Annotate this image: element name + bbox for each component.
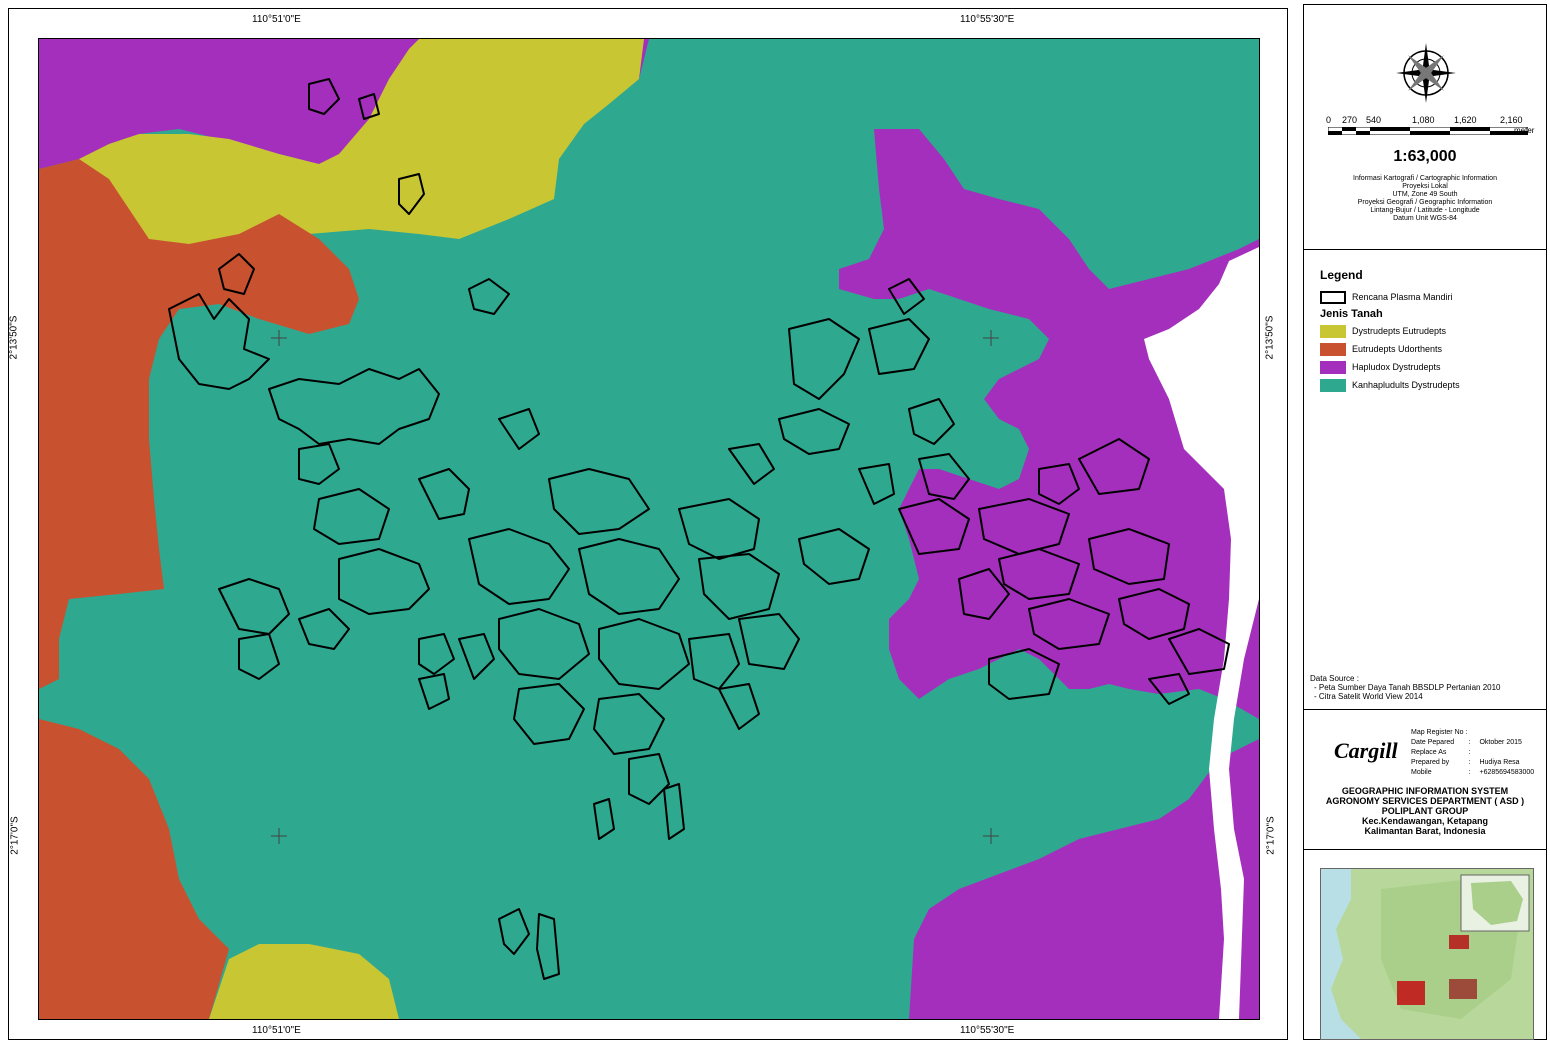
soil-eutrudepts-left <box>39 159 359 689</box>
data-source-item: - Peta Sumber Daya Tanah BBSDLP Pertania… <box>1314 683 1501 692</box>
legend-swatch <box>1320 324 1346 338</box>
scale-tick-3: 1,080 <box>1412 115 1435 125</box>
cargill-logo: Cargill <box>1334 738 1398 763</box>
org-line: Kec.Kendawangan, Ketapang <box>1361 816 1489 826</box>
org-line: Kalimantan Barat, Indonesia <box>1364 826 1486 836</box>
lon-label-top-2: 110°55'30"E <box>960 14 1015 25</box>
legend-swatch <box>1320 342 1346 356</box>
carto-info-line: Lintang-Bujur / Latitude - Longitude <box>1370 207 1480 214</box>
soil-hapludox-bottom <box>909 739 1259 1019</box>
metadata-table: Map Register No: Date Pepared: Oktober 20… <box>1410 728 1535 778</box>
scale-ratio: 1:63,000 <box>1393 148 1457 165</box>
lon-label-bottom-1: 110°51'0"E <box>252 1025 301 1036</box>
legend-swatch <box>1320 378 1346 392</box>
meta-value: Hudiya Resa <box>1479 759 1520 766</box>
soil-map[interactable] <box>38 38 1260 1020</box>
meta-label: Date Pepared <box>1411 739 1455 746</box>
org-line: POLIPLANT GROUP <box>1381 806 1469 816</box>
meta-sep: : <box>1468 769 1471 776</box>
legend-swatch <box>1320 360 1346 374</box>
soil-dystrudepts-top <box>79 39 644 249</box>
scale-bar <box>1328 127 1528 135</box>
meta-sep: : <box>1468 739 1471 746</box>
meta-label: Map Register No <box>1411 729 1464 736</box>
carto-info-line: Proyeksi Geografi / Geographic Informati… <box>1357 199 1493 206</box>
lat-label-right-1: 2°13'50"S <box>1264 315 1276 360</box>
info-panel: 0 270 540 1,080 1,620 2,160 meter 1:63,0… <box>1303 4 1547 1040</box>
org-line: AGRONOMY SERVICES DEPARTMENT ( ASD ) <box>1325 796 1525 806</box>
legend-label: Kanhapludults Dystrudepts <box>1352 380 1460 390</box>
grid-crosses <box>271 330 999 844</box>
meta-sep: : <box>1468 759 1471 766</box>
north-arrow-icon <box>1396 43 1456 103</box>
soil-hapludox-right <box>839 129 1259 719</box>
carto-info-line: UTM, Zone 49 South <box>1392 191 1458 198</box>
legend-section: Legend Rencana Plasma Mandiri Jenis Tana… <box>1304 250 1546 710</box>
soil-eutrudepts-bottom <box>39 719 229 1019</box>
legend-label: Dystrudepts Eutrudepts <box>1352 326 1447 336</box>
scale-unit: meter <box>1514 126 1535 135</box>
plan-parcels <box>168 78 1230 980</box>
carto-info-line: Informasi Kartografi / Cartographic Info… <box>1353 175 1497 182</box>
inset-section <box>1304 850 1546 1040</box>
legend-item: Hapludox Dystrudepts <box>1320 358 1546 376</box>
lat-label-left-2: 2°17'0"S <box>9 816 21 855</box>
carto-info-line: Datum Unit WGS-84 <box>1393 215 1457 222</box>
legend-item: Dystrudepts Eutrudepts <box>1320 322 1546 340</box>
legend-swatch-plan <box>1320 290 1346 304</box>
soil-dystrudepts-bottom <box>209 944 399 1019</box>
scale-tick-5: 2,160 <box>1500 115 1523 125</box>
meta-value: +6285694583000 <box>1479 769 1535 776</box>
legend-label-plan: Rencana Plasma Mandiri <box>1352 292 1453 302</box>
scale-tick-2: 540 <box>1366 115 1382 125</box>
scale-tick-0: 0 <box>1326 115 1332 125</box>
legend-title: Legend <box>1320 268 1363 282</box>
meta-sep: : <box>1465 729 1468 736</box>
org-line: GEOGRAPHIC INFORMATION SYSTEM <box>1341 786 1509 796</box>
scale-tick-1: 270 <box>1342 115 1358 125</box>
inset-map <box>1320 868 1534 1040</box>
carto-info-line: Proyeksi Lokal <box>1402 183 1448 190</box>
data-source-title: Data Source : <box>1310 674 1359 683</box>
lon-label-bottom-2: 110°55'30"E <box>960 1025 1015 1036</box>
scale-tick-4: 1,620 <box>1454 115 1477 125</box>
meta-value: Oktober 2015 <box>1479 739 1522 746</box>
meta-sep: : <box>1468 749 1471 756</box>
lat-label-left-1: 2°13'50"S <box>8 315 20 360</box>
data-source-item: - Citra Satelit World View 2014 <box>1314 692 1423 701</box>
river <box>1144 247 1259 1019</box>
legend-item: Eutrudepts Udorthents <box>1320 340 1546 358</box>
lat-label-right-2: 2°17'0"S <box>1265 816 1277 855</box>
meta-value <box>1478 728 1535 738</box>
legend-item-plan: Rencana Plasma Mandiri <box>1320 288 1546 306</box>
lon-label-top-1: 110°51'0"E <box>252 14 301 25</box>
legend-label: Hapludox Dystrudepts <box>1352 362 1441 372</box>
scale-section: 0 270 540 1,080 1,620 2,160 meter 1:63,0… <box>1304 5 1546 250</box>
meta-label: Prepared by <box>1411 759 1450 766</box>
meta-value <box>1478 748 1535 758</box>
legend-label: Eutrudepts Udorthents <box>1352 344 1443 354</box>
legend-soil-title: Jenis Tanah <box>1320 308 1383 320</box>
legend-item: Kanhapludults Dystrudepts <box>1320 376 1546 394</box>
meta-label: Replace As <box>1411 749 1447 756</box>
meta-label: Mobile <box>1411 769 1432 776</box>
metadata-section: Cargill Map Register No: Date Pepared: Ok… <box>1304 710 1546 850</box>
